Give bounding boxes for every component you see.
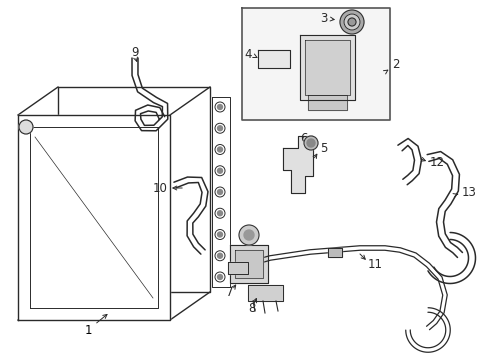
Text: 13: 13: [461, 185, 476, 198]
Polygon shape: [283, 136, 312, 193]
Polygon shape: [242, 8, 389, 120]
Circle shape: [217, 232, 222, 237]
Text: 1: 1: [84, 314, 107, 337]
Polygon shape: [227, 262, 247, 274]
Polygon shape: [247, 285, 283, 301]
Polygon shape: [258, 50, 289, 68]
Circle shape: [343, 14, 359, 30]
Polygon shape: [229, 245, 267, 283]
Text: 8: 8: [248, 302, 255, 315]
Circle shape: [19, 120, 33, 134]
Circle shape: [304, 136, 317, 150]
Text: 2: 2: [391, 58, 399, 72]
Polygon shape: [299, 35, 354, 100]
Circle shape: [244, 230, 253, 240]
Text: 3: 3: [320, 12, 327, 24]
Circle shape: [217, 274, 222, 279]
Polygon shape: [18, 115, 170, 320]
Circle shape: [217, 104, 222, 109]
Polygon shape: [307, 95, 346, 110]
Text: 5: 5: [319, 141, 326, 154]
Text: 12: 12: [429, 156, 444, 168]
Text: 6: 6: [300, 131, 307, 144]
Polygon shape: [305, 40, 349, 95]
Text: 4: 4: [244, 49, 251, 62]
Polygon shape: [235, 250, 263, 278]
Circle shape: [217, 168, 222, 173]
Text: 11: 11: [367, 258, 382, 271]
Circle shape: [239, 225, 259, 245]
Circle shape: [217, 147, 222, 152]
Circle shape: [339, 10, 363, 34]
Circle shape: [217, 189, 222, 194]
Text: 9: 9: [131, 45, 139, 58]
Text: 7: 7: [226, 285, 233, 298]
Circle shape: [217, 253, 222, 258]
Circle shape: [347, 18, 355, 26]
Polygon shape: [327, 248, 341, 257]
Circle shape: [306, 139, 314, 147]
Text: 10: 10: [153, 181, 168, 194]
Circle shape: [217, 126, 222, 131]
Circle shape: [217, 211, 222, 216]
